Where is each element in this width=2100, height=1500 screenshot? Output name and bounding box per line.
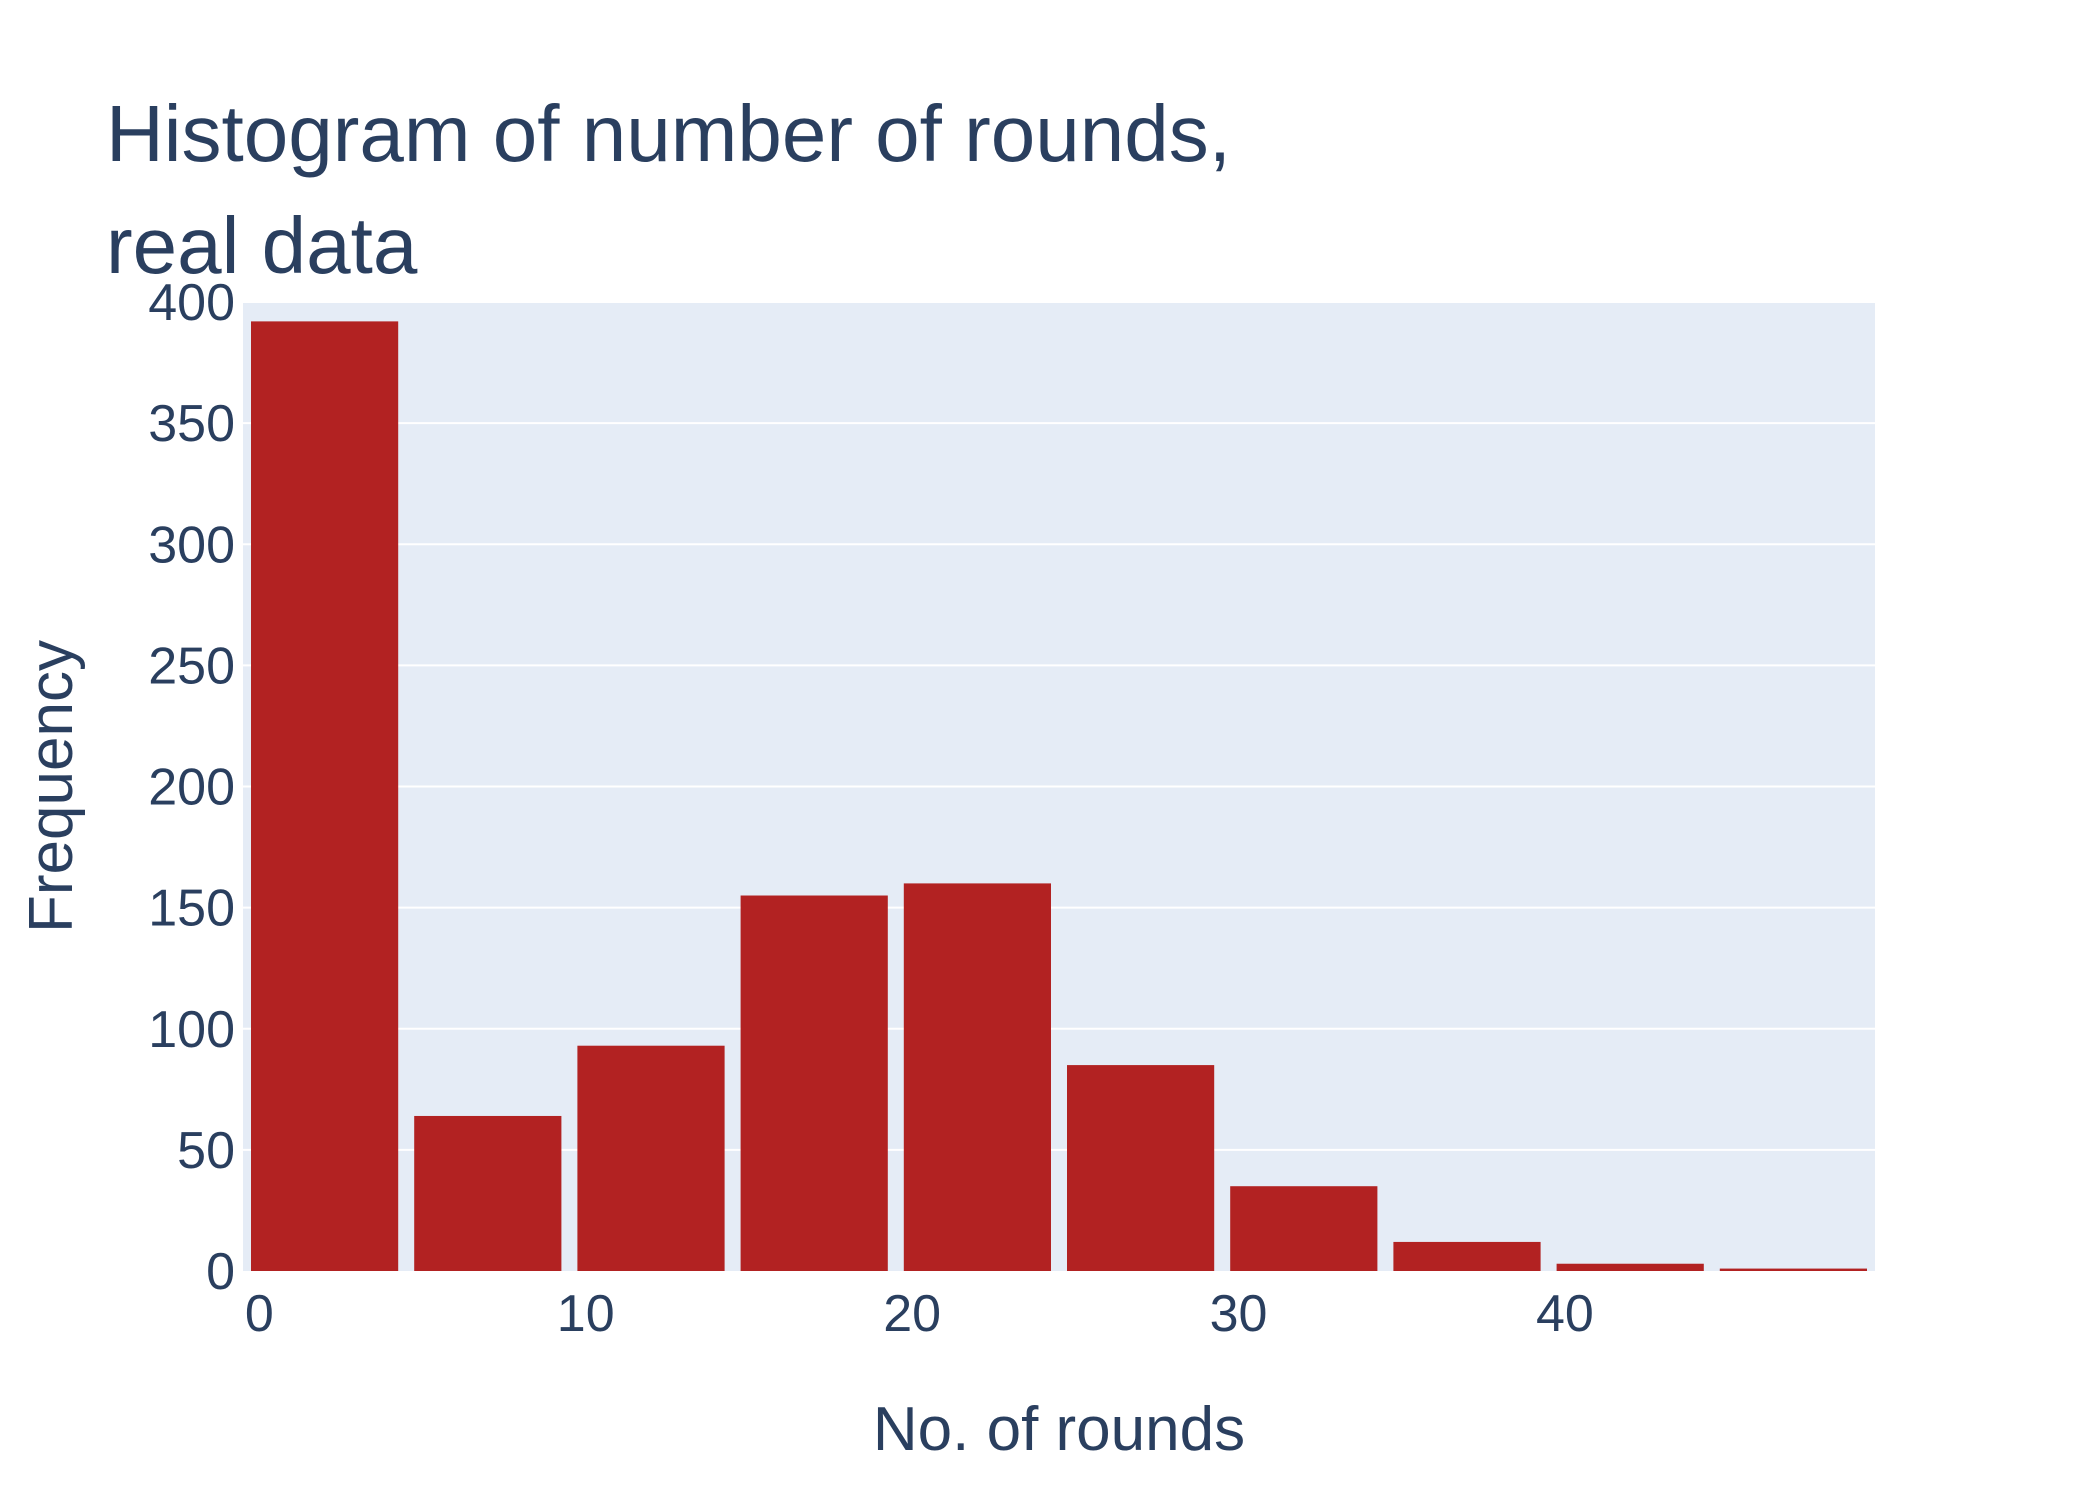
histogram-bar: [1393, 1241, 1541, 1271]
y-tick-label: 300: [148, 516, 235, 574]
y-tick-label: 0: [206, 1243, 235, 1301]
histogram-bar: [577, 1045, 725, 1271]
y-axis-title: Frequency: [17, 640, 86, 933]
x-tick-label: 10: [557, 1285, 615, 1343]
histogram-bar: [903, 883, 1051, 1271]
y-axis-ticks: 0 50 100 150 200 250 300 350 400: [148, 274, 235, 1301]
histogram-bar: [1230, 1186, 1378, 1271]
x-axis-ticks: 0 10 20 30 40: [245, 1285, 1594, 1343]
y-tick-label: 100: [148, 1001, 235, 1059]
y-tick-label: 250: [148, 637, 235, 695]
x-tick-label: 30: [1210, 1285, 1268, 1343]
histogram-bar: [1719, 1268, 1867, 1271]
x-tick-label: 20: [883, 1285, 941, 1343]
histogram-bar: [740, 895, 888, 1271]
histogram-bar: [1556, 1263, 1704, 1271]
chart-title: Histogram of number of rounds, real data: [106, 78, 1231, 302]
chart-title-line-2: real data: [106, 201, 418, 290]
x-axis-title: No. of rounds: [873, 1395, 1245, 1464]
histogram-bar: [414, 1115, 562, 1271]
y-tick-label: 50: [177, 1122, 235, 1180]
bars: [251, 321, 1867, 1271]
x-tick-label: 40: [1536, 1285, 1594, 1343]
y-tick-label: 150: [148, 880, 235, 938]
x-tick-label: 0: [245, 1285, 274, 1343]
histogram-bar: [251, 321, 399, 1271]
y-tick-label: 200: [148, 759, 235, 817]
y-tick-label: 400: [148, 274, 235, 332]
histogram-bar: [1067, 1065, 1215, 1271]
chart-title-line-1: Histogram of number of rounds,: [106, 89, 1231, 178]
gridlines: [243, 301, 1875, 1151]
y-tick-label: 350: [148, 395, 235, 453]
